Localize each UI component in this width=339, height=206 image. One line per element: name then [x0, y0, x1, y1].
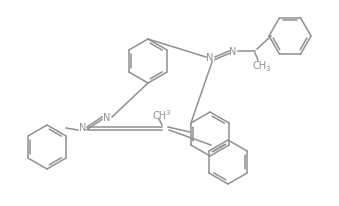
Text: CH: CH: [253, 61, 267, 71]
Text: N: N: [229, 47, 237, 57]
Text: 3: 3: [266, 66, 270, 72]
Text: N: N: [103, 112, 111, 122]
Text: CH: CH: [153, 110, 167, 121]
Text: N: N: [206, 53, 214, 63]
Text: N: N: [79, 122, 87, 132]
Text: 3: 3: [166, 109, 170, 115]
